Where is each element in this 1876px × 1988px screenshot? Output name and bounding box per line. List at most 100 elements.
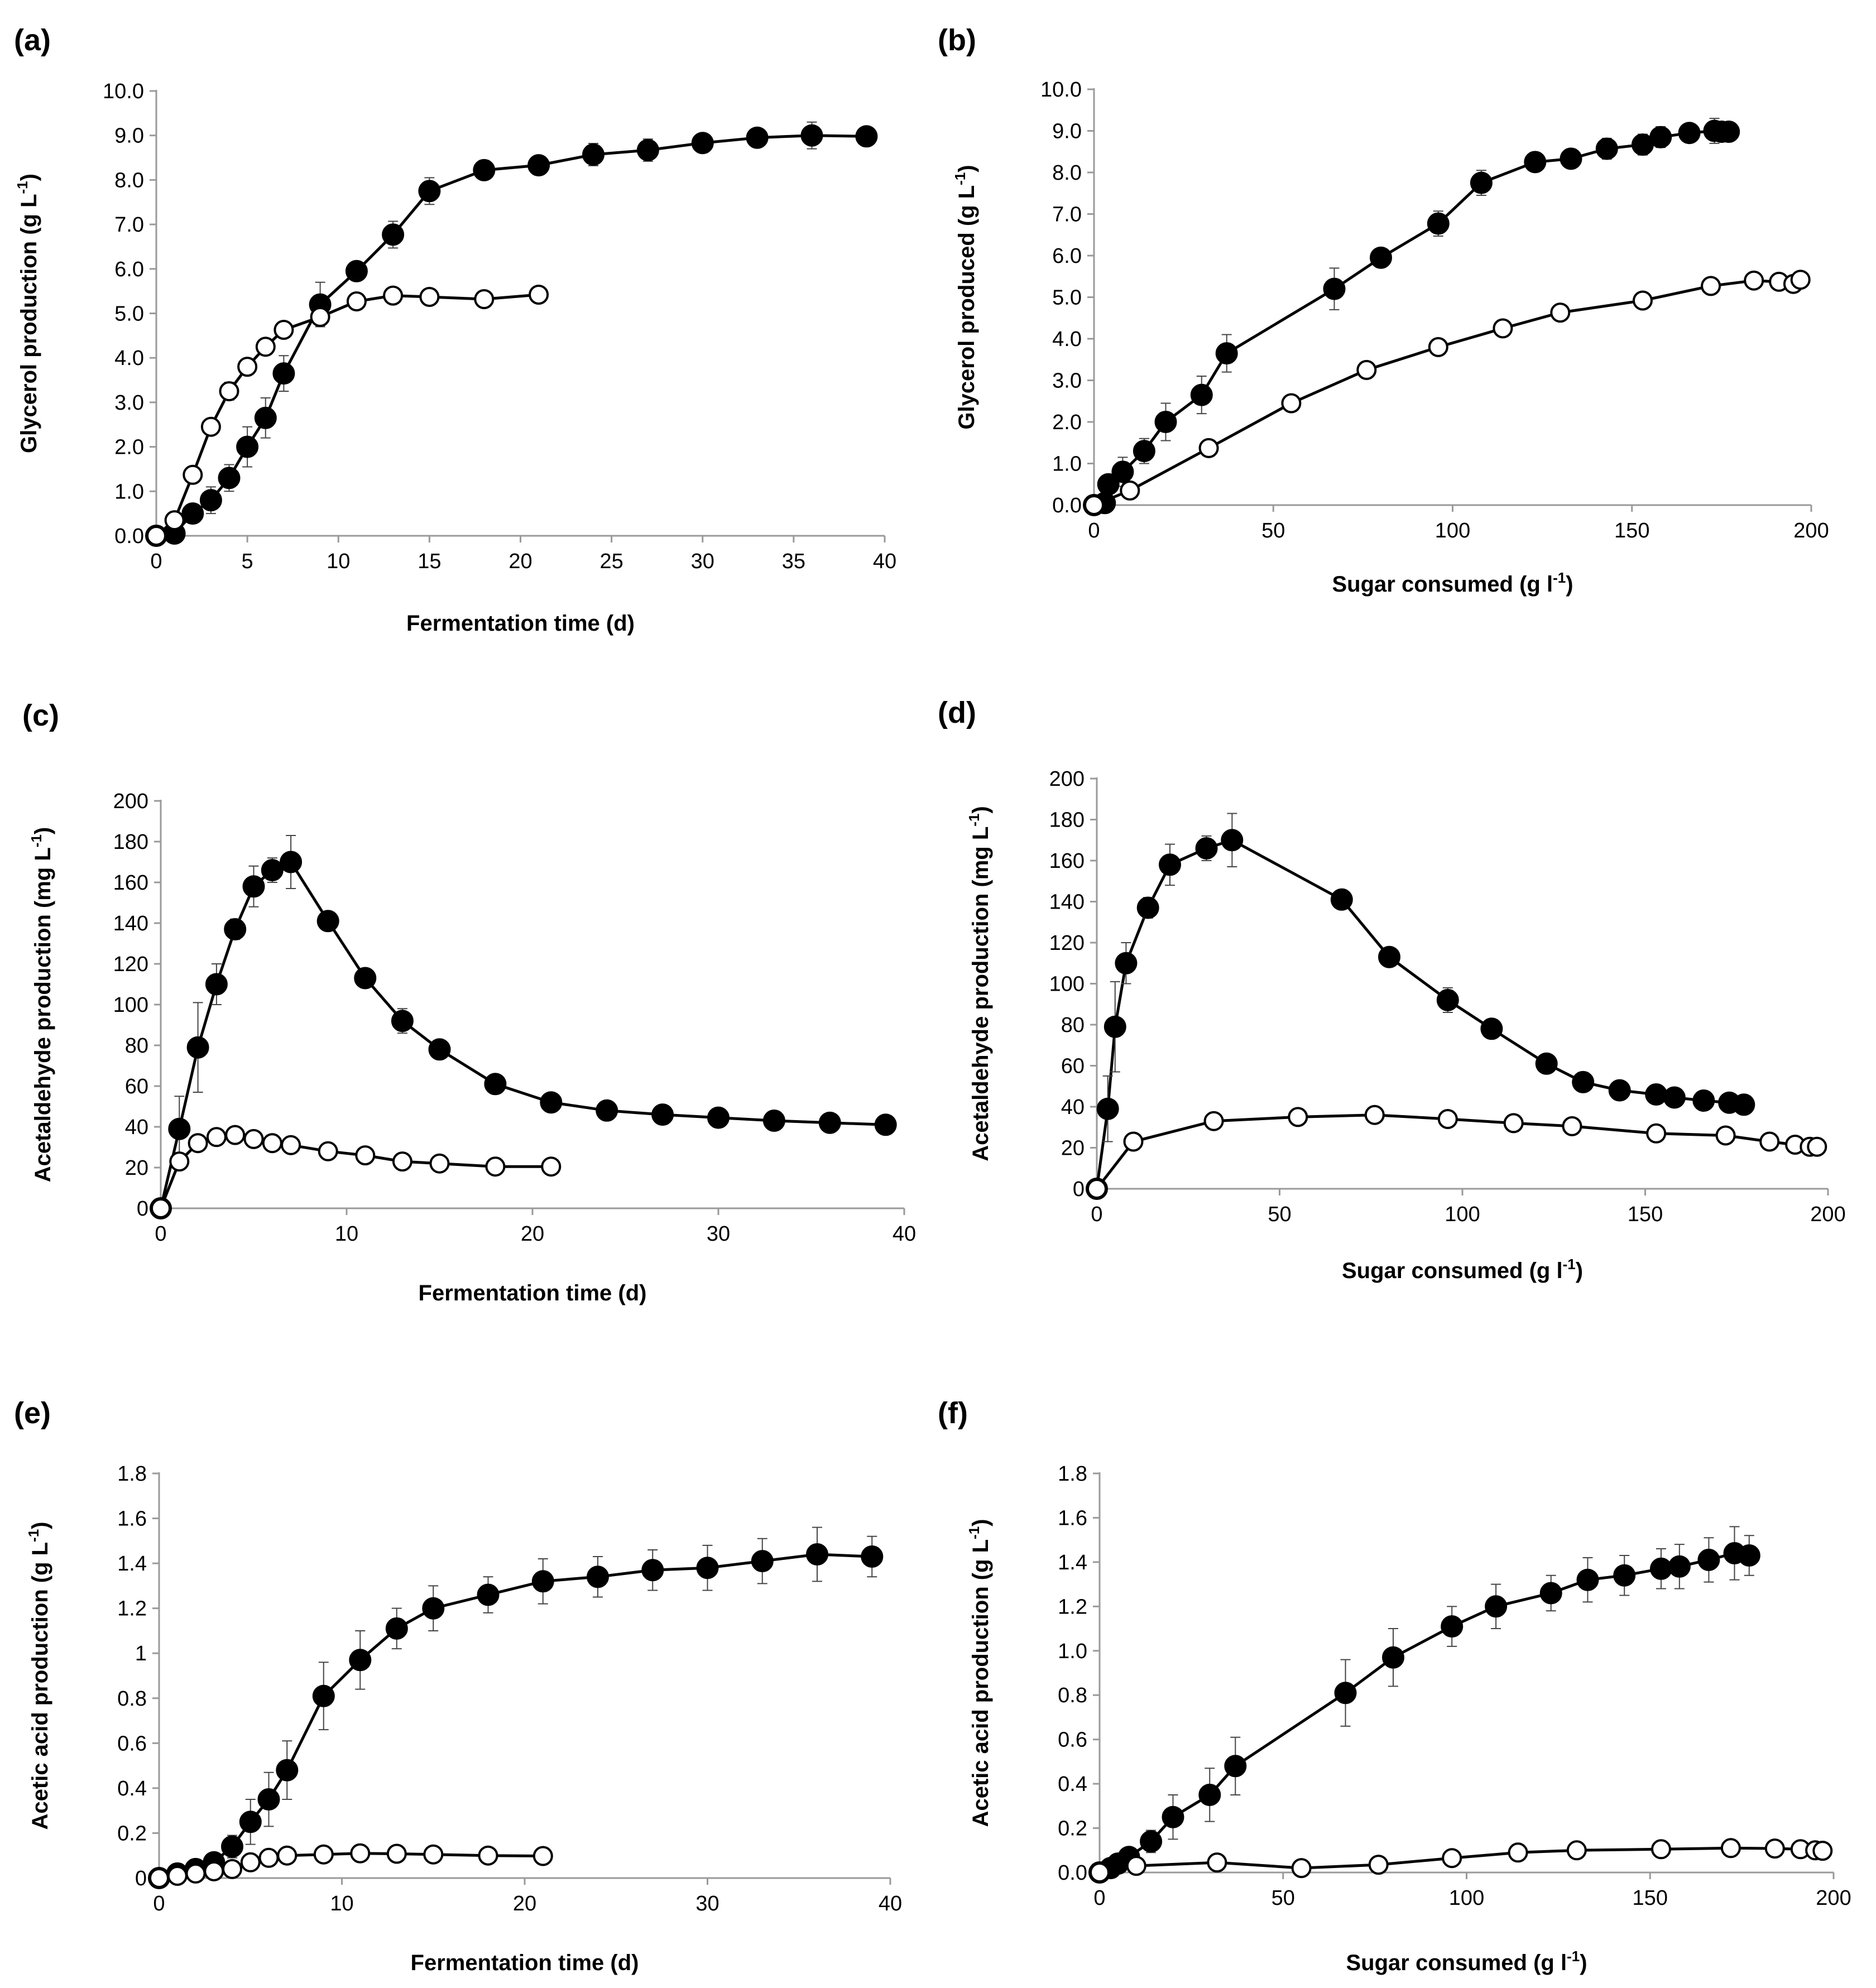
data-point-open: [1715, 1125, 1736, 1146]
data-point-open: [1090, 1862, 1110, 1883]
data-point-open: [1701, 276, 1721, 296]
y-tick-label: 40: [125, 1116, 148, 1139]
data-point-filled: [1111, 460, 1134, 483]
panel-b: (b) 0.0 1.0 2.0 3.0 4.0 5.0 6.0 7.0 8.0 9.0 10.0 0 50…: [938, 23, 1829, 597]
y-tick-label: 140: [113, 912, 148, 935]
data-point-filled: [484, 1073, 507, 1096]
y-tick-label: 1.2: [117, 1597, 147, 1621]
data-point-filled: [527, 154, 550, 177]
y-tick-label: 6.0: [114, 258, 144, 281]
data-point-filled: [582, 143, 604, 166]
data-point-open: [183, 464, 203, 485]
data-point-filled: [1441, 1615, 1464, 1638]
data-point-open: [1291, 1858, 1312, 1879]
y-tick-label: 1.4: [117, 1552, 147, 1576]
data-point-open: [478, 1845, 498, 1866]
x-tick-label: 50: [1272, 1886, 1295, 1910]
y-tick-label: 120: [113, 953, 148, 976]
data-point-open: [1812, 1841, 1833, 1861]
data-point-open: [1198, 438, 1219, 458]
panel-label-c: (c): [22, 699, 59, 732]
data-point-filled: [636, 139, 659, 161]
data-point-open: [1281, 393, 1302, 414]
data-point-open: [185, 1863, 206, 1884]
data-point-filled: [1485, 1595, 1508, 1618]
series-filled-b: [1083, 118, 1740, 516]
data-point-filled: [1154, 411, 1177, 433]
data-point-filled: [587, 1566, 609, 1588]
data-point-filled: [1221, 829, 1244, 852]
data-point-filled: [1097, 473, 1120, 496]
series-line-filled: [156, 134, 867, 537]
y-axis-title-c: Acetaldehyde production (mg L-1): [28, 827, 55, 1183]
x-axis-title-a: Fermentation time (d): [406, 611, 635, 636]
y-tick-label: 1.6: [1058, 1506, 1087, 1530]
data-point-filled: [280, 851, 303, 873]
data-point-filled: [596, 1099, 618, 1122]
data-point-open: [429, 1153, 450, 1174]
y-tick-label: 0: [135, 1867, 147, 1890]
series-line-filled: [1099, 1552, 1750, 1874]
y-tick-label: 1.8: [117, 1462, 147, 1486]
series-line-open: [1096, 1113, 1817, 1190]
data-point-filled: [1613, 1564, 1636, 1587]
panel-label-f: (f): [938, 1396, 968, 1430]
data-point-open: [474, 289, 495, 309]
y-tick-label: 0.6: [117, 1732, 147, 1755]
data-point-open: [1720, 1838, 1741, 1859]
data-point-filled: [1427, 212, 1450, 235]
data-point-filled: [1133, 440, 1155, 463]
y-tick-label: 5.0: [1052, 286, 1082, 310]
x-tick-label: 10: [327, 550, 350, 573]
data-point-open: [1203, 1111, 1224, 1131]
data-point-open: [219, 381, 239, 401]
data-point-filled: [746, 126, 769, 149]
data-point-open: [146, 526, 166, 546]
y-tick-label: 9.0: [1052, 120, 1082, 143]
x-tick-label: 20: [508, 550, 532, 573]
data-point-filled: [751, 1550, 774, 1573]
x-tick-label: 50: [1268, 1203, 1291, 1226]
data-point-filled: [696, 1557, 719, 1579]
y-tick-label: 4.0: [1052, 328, 1082, 351]
y-tick-label: 0.0: [1058, 1861, 1087, 1885]
x-tick-label: 30: [691, 550, 714, 573]
data-point-filled: [1140, 1830, 1163, 1853]
data-point-open: [151, 1198, 171, 1218]
x-tick-label: 100: [1435, 519, 1470, 542]
data-point-filled: [1136, 896, 1159, 919]
data-point-open: [1790, 270, 1811, 290]
data-point-filled: [473, 159, 496, 181]
data-point-filled: [806, 1543, 828, 1566]
y-tick-label: 180: [1049, 809, 1085, 832]
data-point-filled: [1692, 1089, 1715, 1112]
y-tick-label: 5.0: [114, 302, 144, 326]
y-tick-label: 0: [1073, 1178, 1085, 1201]
data-point-filled: [221, 1835, 243, 1858]
data-point-filled: [1645, 1083, 1668, 1106]
data-point-open: [167, 1866, 188, 1886]
data-point-filled: [354, 967, 377, 990]
data-point-filled: [1215, 342, 1238, 365]
data-point-filled: [316, 910, 339, 933]
y-axis-title-f: Acetic acid production (g L-1): [966, 1519, 993, 1827]
data-point-open: [1646, 1123, 1667, 1144]
data-point-filled: [186, 1036, 209, 1059]
data-point-open: [240, 1852, 261, 1872]
x-tick-label: 10: [330, 1892, 353, 1915]
y-tick-label: 180: [113, 830, 148, 854]
data-point-filled: [236, 435, 259, 458]
x-tick-label: 200: [1816, 1886, 1851, 1910]
y-tick-label: 20: [1061, 1137, 1085, 1160]
data-point-open: [281, 1135, 301, 1155]
y-tick-label: 0.2: [117, 1822, 147, 1845]
data-point-filled: [861, 1545, 884, 1568]
y-tick-label: 0.4: [117, 1777, 147, 1800]
x-tick-label: 40: [879, 1892, 902, 1915]
data-point-filled: [1323, 277, 1346, 300]
data-point-open: [1550, 302, 1571, 323]
data-point-open: [225, 1125, 246, 1145]
series-filled-c: [150, 835, 897, 1219]
data-point-open: [1759, 1131, 1780, 1152]
